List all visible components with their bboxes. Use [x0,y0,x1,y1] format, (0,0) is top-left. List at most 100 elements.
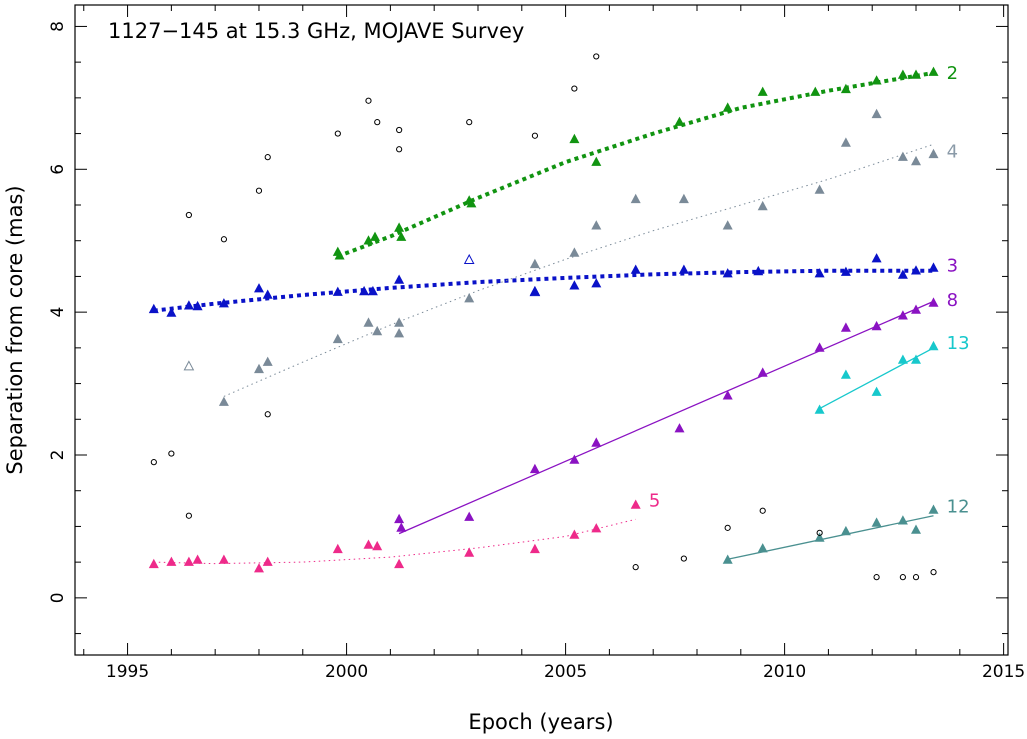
point-component-3 [840,266,851,276]
point-component-3 [218,298,229,308]
point-component-3 [332,286,343,296]
point-component-3 [722,268,733,278]
point-component-8 [396,522,407,532]
point-component-5 [254,563,264,573]
point-component-2 [334,250,345,260]
point-component-12 [757,543,768,553]
point-unassigned [632,564,639,571]
point-unassigned [912,574,920,581]
point-component-3 [871,253,882,263]
y-tick-label: 0 [48,592,68,603]
point-component-5 [569,529,580,539]
point-component-3 [630,264,641,274]
point-component-4 [840,137,851,147]
point-component-5 [529,543,540,554]
point-component-2 [757,86,768,96]
point-component-3 [911,265,921,275]
point-component-2 [591,156,602,166]
point-component-4 [254,363,264,374]
point-component-2 [928,66,939,76]
point-component-8 [674,423,685,433]
point-component-12 [911,524,921,534]
point-component-3 [359,285,370,296]
point-unassigned [264,154,271,161]
point-component-4 [911,155,921,166]
series-label-8: 8 [947,290,958,311]
y-tick-label: 8 [48,21,68,32]
point-component-2 [911,69,921,79]
point-unassigned [150,459,157,466]
x-tick-label: 2010 [763,662,806,682]
point-unassigned [571,85,578,92]
point-component-5 [332,543,343,554]
point-unassigned [168,450,175,457]
point-component-8 [928,297,939,307]
point-component-8 [591,437,602,447]
point-component-5 [363,539,374,549]
point-component-13 [814,404,825,414]
point-component-2 [674,116,685,126]
series-label-12: 12 [947,496,970,517]
x-tick-label: 1995 [106,662,149,682]
point-unassigned [185,512,192,519]
point-component-4 [897,151,908,161]
fit-curve-5 [153,518,636,565]
point-component-12 [871,517,882,527]
point-component-8 [897,310,908,320]
point-component-13 [911,354,921,364]
point-unassigned [873,574,880,581]
point-component-3 [166,307,177,317]
point-component-8 [814,342,825,352]
point-component-4 [871,108,882,119]
open-point-component-3 [463,253,475,264]
point-component-13 [928,340,939,351]
point-component-8 [911,304,921,314]
point-unassigned [396,146,403,153]
point-component-2 [370,231,380,241]
point-component-12 [840,525,851,536]
point-component-8 [757,367,768,377]
point-component-2 [466,198,477,208]
point-component-3 [192,300,203,311]
x-tick-label: 2000 [325,662,368,682]
point-component-2 [810,86,821,96]
point-unassigned [930,569,937,576]
point-component-13 [897,354,908,364]
point-component-2 [396,231,407,241]
point-component-3 [897,269,908,279]
point-component-5 [262,556,273,566]
point-component-8 [569,454,580,464]
point-component-4 [218,396,229,406]
point-component-3 [148,303,159,314]
point-unassigned [531,132,539,139]
point-component-12 [928,504,939,514]
point-component-4 [464,293,475,303]
point-component-13 [840,369,851,379]
point-component-12 [814,532,825,542]
point-component-2 [871,75,882,85]
point-component-8 [529,463,540,474]
fit-curve-8 [398,300,934,535]
point-component-8 [464,511,475,521]
point-component-3 [367,285,378,296]
point-component-4 [363,317,374,327]
series-label-3: 3 [947,256,958,277]
point-component-13 [871,386,882,396]
open-point-component-3 [529,286,541,297]
point-component-2 [897,69,908,79]
x-tick-label: 2015 [982,662,1025,682]
x-axis-title: Epoch (years) [468,710,613,734]
chart-title: 1127−145 at 15.3 GHz, MOJAVE Survey [108,19,524,43]
point-component-5 [630,499,641,509]
point-component-3 [591,278,602,288]
x-tick-label: 2005 [544,662,587,682]
point-component-3 [262,289,273,299]
point-component-2 [363,235,374,245]
series-label-4: 4 [947,141,958,162]
point-component-2 [840,83,851,94]
point-unassigned [466,119,473,126]
point-unassigned [899,574,906,581]
point-component-4 [678,193,689,204]
point-unassigned [724,524,731,531]
